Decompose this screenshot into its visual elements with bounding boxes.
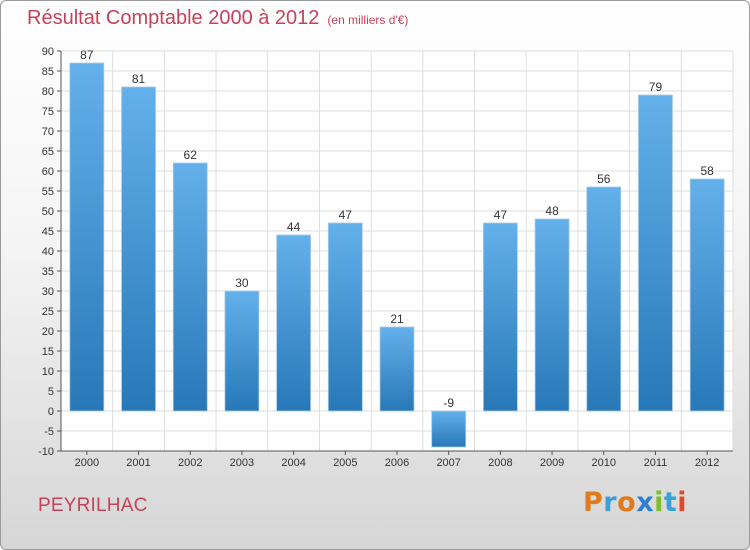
bar-value-label: 44 xyxy=(287,220,301,234)
bar-2006 xyxy=(379,326,415,412)
x-tick-label: 2009 xyxy=(540,457,564,469)
y-tick-label: 20 xyxy=(42,326,54,338)
y-tick-label: 90 xyxy=(42,46,54,58)
logo-letter: o xyxy=(617,487,637,518)
x-tick-label: 2007 xyxy=(436,457,460,469)
bar-value-label: 81 xyxy=(132,72,146,86)
y-tick-label: -5 xyxy=(44,426,54,438)
x-tick-label: 2010 xyxy=(592,457,616,469)
x-tick-label: 2003 xyxy=(230,457,254,469)
x-tick-label: 2011 xyxy=(644,457,668,469)
y-tick-label: 55 xyxy=(42,186,54,198)
bar-value-label: 30 xyxy=(235,276,249,290)
bar-2011 xyxy=(638,94,673,412)
y-tick-label: 10 xyxy=(42,366,54,378)
commune-name: PEYRILHAC xyxy=(38,495,148,516)
bar-2003 xyxy=(224,290,260,412)
axes xyxy=(57,50,733,455)
logo-letter: r xyxy=(603,487,618,518)
x-tick-label: 2006 xyxy=(385,457,409,469)
bar-2009 xyxy=(534,218,570,412)
bar-value-label: 79 xyxy=(649,80,663,94)
y-tick-label: 70 xyxy=(42,126,54,138)
bar-value-label: 58 xyxy=(700,164,714,178)
x-tick-label: 2005 xyxy=(333,457,357,469)
logo-letter: i xyxy=(654,487,664,518)
bar-value-label: 21 xyxy=(390,312,404,326)
bar-value-label: 62 xyxy=(184,148,198,162)
bar-value-label: 56 xyxy=(597,172,611,186)
bar-value-label: 48 xyxy=(545,204,559,218)
logo-letter: x xyxy=(636,487,655,518)
y-tick-label: 80 xyxy=(42,86,54,98)
y-tick-label: -10 xyxy=(38,446,54,458)
logo-letter: t xyxy=(663,487,678,518)
y-tick-label: 60 xyxy=(42,166,54,178)
y-tick-label: 40 xyxy=(42,246,54,258)
logo-letter: P xyxy=(583,487,604,518)
bar-2004 xyxy=(276,234,312,412)
x-tick-label: 2001 xyxy=(126,457,150,469)
y-tick-label: 35 xyxy=(42,266,54,278)
y-tick-label: 45 xyxy=(42,226,54,238)
proxiti-logo: Proxiti xyxy=(583,487,687,518)
bar-2000 xyxy=(69,62,105,412)
y-tick-label: 50 xyxy=(42,206,54,218)
bar-2012 xyxy=(689,178,725,412)
x-tick-label: 2000 xyxy=(75,457,99,469)
bar-2002 xyxy=(172,162,208,412)
y-tick-label: 85 xyxy=(42,66,54,78)
chart-title: Résultat Comptable 2000 à 2012 (en millie… xyxy=(27,7,408,30)
bar-value-label: 47 xyxy=(494,208,508,222)
x-tick-label: 2002 xyxy=(178,457,202,469)
chart-subtitle: (en milliers d'€) xyxy=(327,13,409,27)
y-tick-label: 30 xyxy=(42,286,54,298)
y-tick-label: 0 xyxy=(48,406,54,418)
bar-value-label: -9 xyxy=(443,396,454,410)
y-tick-label: 25 xyxy=(42,306,54,318)
x-tick-label: 2004 xyxy=(281,457,305,469)
bar-2010 xyxy=(586,186,622,412)
bar-value-label: 47 xyxy=(339,208,353,222)
logo-letter: i xyxy=(677,487,688,518)
labels: -10 -5 0 5 10 15 20 25 30 35 40 45 50 55 60 65 70 75 80 85 9… xyxy=(38,46,719,469)
y-tick-label: 65 xyxy=(42,146,54,158)
y-tick-label: 5 xyxy=(48,386,54,398)
bars xyxy=(69,62,725,448)
chart-title-main: Résultat Comptable 2000 à 2012 xyxy=(27,7,320,29)
bar-2001 xyxy=(121,86,156,412)
bar-2005 xyxy=(327,222,363,412)
bar-2008 xyxy=(482,222,518,412)
x-tick-label: 2012 xyxy=(695,457,719,469)
x-tick-label: 2008 xyxy=(488,457,512,469)
bar-2007 xyxy=(431,410,467,448)
y-tick-label: 15 xyxy=(42,346,54,358)
y-tick-label: 75 xyxy=(42,106,54,118)
bar-value-label: 87 xyxy=(80,48,94,62)
